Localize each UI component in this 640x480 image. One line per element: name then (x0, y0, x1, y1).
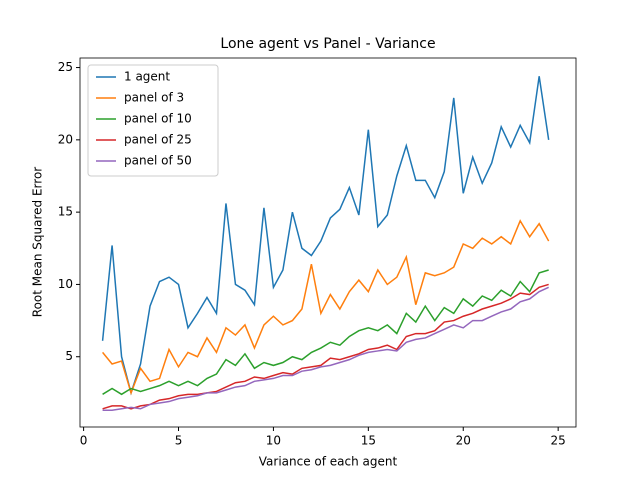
axes-frame (79, 57, 577, 428)
y-axis-label: Root Mean Squared Error (31, 167, 45, 318)
series-line (102, 269, 549, 396)
series-line (102, 283, 549, 410)
legend-label: 1 agent (124, 70, 170, 84)
series-line (102, 219, 550, 396)
x-tick-label: 5 (175, 434, 183, 448)
x-tick-label: 0 (80, 434, 88, 448)
x-tick-label: 20 (456, 434, 471, 448)
legend-label: panel of 50 (124, 154, 192, 168)
legend-label: panel of 10 (124, 112, 192, 126)
x-tick-label: 10 (266, 434, 281, 448)
series-line (101, 76, 550, 396)
legend-box (87, 64, 219, 177)
x-tick-label: 25 (551, 434, 566, 448)
y-tick-label: 10 (58, 277, 73, 291)
chart-title: Lone agent vs Panel - Variance (220, 36, 435, 52)
y-tick-label: 20 (58, 132, 73, 146)
series-line (102, 286, 549, 411)
y-tick-label: 15 (58, 205, 73, 219)
x-tick-label: 15 (361, 434, 376, 448)
legend-label: panel of 25 (124, 133, 192, 147)
y-tick-label: 5 (65, 349, 73, 363)
y-tick-label: 25 (58, 60, 73, 74)
legend-label: panel of 3 (124, 91, 184, 105)
x-axis-label: Variance of each agent (259, 455, 398, 469)
